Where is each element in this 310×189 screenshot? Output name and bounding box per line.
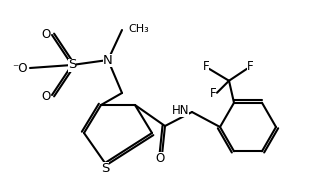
Text: N: N <box>103 53 113 67</box>
Text: F: F <box>247 60 253 73</box>
Text: F: F <box>203 60 209 73</box>
Text: S: S <box>101 161 109 174</box>
Text: ⁻O: ⁻O <box>12 61 28 74</box>
Text: S: S <box>68 59 76 71</box>
Text: F: F <box>210 87 216 100</box>
Text: O: O <box>42 90 51 102</box>
Text: HN: HN <box>171 104 189 116</box>
Text: O: O <box>42 28 51 40</box>
Text: CH₃: CH₃ <box>128 24 149 34</box>
Text: O: O <box>155 152 165 164</box>
